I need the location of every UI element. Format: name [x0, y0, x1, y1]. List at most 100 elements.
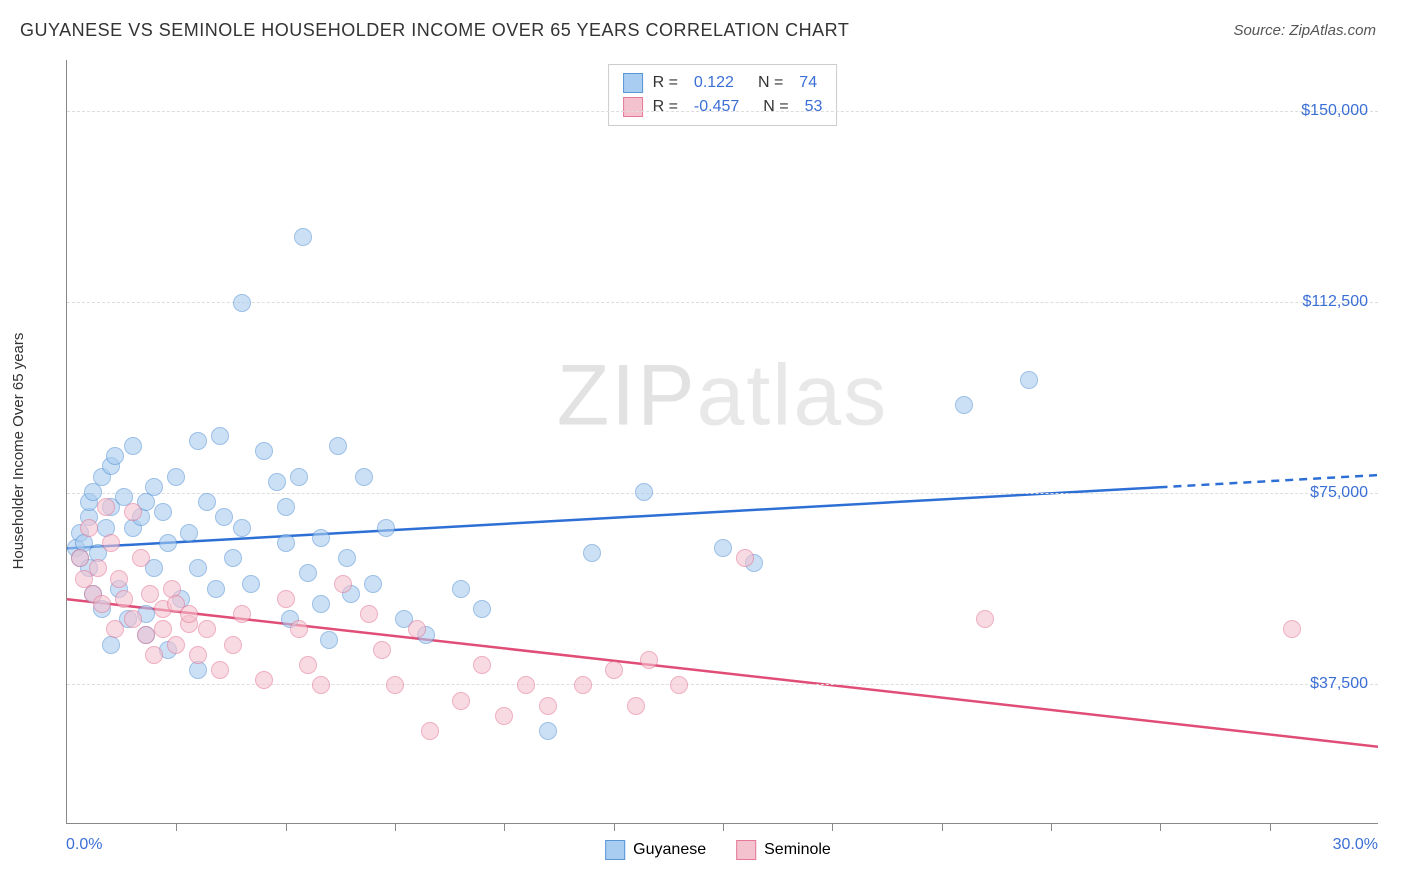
gridline: [67, 302, 1378, 303]
chart-area: Householder Income Over 65 years ZIPatla…: [58, 60, 1378, 842]
n-label: N =: [763, 98, 788, 116]
data-point: [255, 442, 273, 460]
r-label: R =: [653, 74, 678, 92]
data-point: [955, 396, 973, 414]
data-point: [312, 595, 330, 613]
data-point: [299, 564, 317, 582]
data-point: [334, 575, 352, 593]
x-tick: [176, 823, 177, 831]
data-point: [110, 570, 128, 588]
data-point: [115, 590, 133, 608]
data-point: [180, 605, 198, 623]
x-tick: [1270, 823, 1271, 831]
data-point: [583, 544, 601, 562]
data-point: [167, 468, 185, 486]
legend-swatch: [736, 840, 756, 860]
data-point: [145, 478, 163, 496]
data-point: [277, 498, 295, 516]
data-point: [320, 631, 338, 649]
correlation-legend: R =0.122N =74R =-0.457N =53: [608, 64, 838, 126]
data-point: [106, 447, 124, 465]
y-axis-label: Householder Income Over 65 years: [10, 333, 27, 570]
data-point: [211, 427, 229, 445]
legend-swatch: [623, 97, 643, 117]
data-point: [473, 600, 491, 618]
data-point: [102, 636, 120, 654]
data-point: [154, 620, 172, 638]
y-tick-label: $112,500: [1302, 293, 1368, 311]
plot-region: ZIPatlas R =0.122N =74R =-0.457N =53 $37…: [66, 60, 1378, 824]
data-point: [277, 590, 295, 608]
data-point: [976, 610, 994, 628]
data-point: [189, 559, 207, 577]
data-point: [180, 524, 198, 542]
data-point: [233, 605, 251, 623]
legend-item: Guyanese: [605, 840, 706, 860]
data-point: [473, 656, 491, 674]
r-value: 0.122: [694, 74, 734, 92]
data-point: [627, 697, 645, 715]
x-tick: [395, 823, 396, 831]
data-point: [145, 646, 163, 664]
data-point: [312, 676, 330, 694]
source-label: Source: ZipAtlas.com: [1233, 22, 1376, 39]
data-point: [539, 697, 557, 715]
data-point: [224, 636, 242, 654]
legend-row: R =0.122N =74: [623, 71, 823, 95]
data-point: [71, 549, 89, 567]
data-point: [736, 549, 754, 567]
gridline: [67, 493, 1378, 494]
gridline: [67, 111, 1378, 112]
data-point: [421, 722, 439, 740]
data-point: [670, 676, 688, 694]
data-point: [198, 620, 216, 638]
data-point: [452, 692, 470, 710]
data-point: [224, 549, 242, 567]
data-point: [312, 529, 330, 547]
x-tick: [832, 823, 833, 831]
data-point: [80, 519, 98, 537]
data-point: [189, 432, 207, 450]
legend-item: Seminole: [736, 840, 831, 860]
data-point: [167, 636, 185, 654]
watermark: ZIPatlas: [557, 346, 888, 445]
data-point: [517, 676, 535, 694]
data-point: [137, 626, 155, 644]
legend-label: Guyanese: [633, 841, 706, 859]
data-point: [89, 559, 107, 577]
legend-label: Seminole: [764, 841, 831, 859]
data-point: [159, 534, 177, 552]
data-point: [408, 620, 426, 638]
data-point: [373, 641, 391, 659]
x-axis-max-label: 30.0%: [1333, 836, 1378, 854]
data-point: [495, 707, 513, 725]
y-tick-label: $150,000: [1301, 102, 1368, 120]
x-tick: [723, 823, 724, 831]
data-point: [124, 610, 142, 628]
data-point: [233, 519, 251, 537]
y-tick-label: $37,500: [1310, 675, 1368, 693]
data-point: [189, 646, 207, 664]
data-point: [198, 493, 216, 511]
chart-title: GUYANESE VS SEMINOLE HOUSEHOLDER INCOME …: [20, 20, 849, 41]
r-label: R =: [653, 98, 678, 116]
data-point: [141, 585, 159, 603]
legend-swatch: [623, 73, 643, 93]
data-point: [377, 519, 395, 537]
data-point: [268, 473, 286, 491]
n-label: N =: [758, 74, 783, 92]
x-tick: [504, 823, 505, 831]
data-point: [355, 468, 373, 486]
data-point: [102, 534, 120, 552]
r-value: -0.457: [694, 98, 739, 116]
data-point: [106, 620, 124, 638]
legend-row: R =-0.457N =53: [623, 95, 823, 119]
data-point: [97, 498, 115, 516]
data-point: [452, 580, 470, 598]
data-point: [215, 508, 233, 526]
x-tick: [1160, 823, 1161, 831]
data-point: [124, 437, 142, 455]
data-point: [605, 661, 623, 679]
data-point: [574, 676, 592, 694]
data-point: [386, 676, 404, 694]
